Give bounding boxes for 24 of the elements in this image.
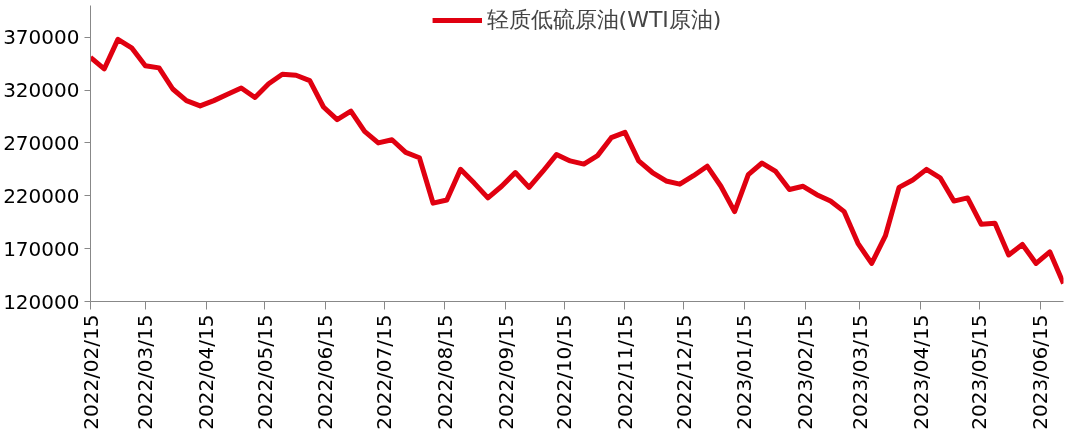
y-tick-label: 120000 (3, 289, 80, 314)
legend-label: 轻质低硫原油(WTI原油) (486, 6, 722, 34)
x-tick-label: 2022/08/15 (432, 314, 457, 430)
x-tick-label: 2023/01/15 (732, 314, 757, 430)
x-tick-label: 2022/12/15 (671, 314, 696, 430)
y-tick-label: 270000 (3, 130, 80, 155)
x-tick-label: 2022/07/15 (372, 314, 397, 430)
x-tick-label: 2022/05/15 (252, 314, 277, 430)
x-tick-label: 2022/03/15 (133, 314, 158, 430)
x-tick-label: 2022/02/15 (78, 314, 103, 430)
x-tick-label: 2022/10/15 (552, 314, 577, 430)
x-tick-label: 2022/09/15 (493, 314, 518, 430)
x-tick-label: 2023/04/15 (908, 314, 933, 430)
x-tick-label: 2022/06/15 (313, 314, 338, 430)
x-tick-label: 2022/11/15 (612, 314, 637, 430)
y-tick-label: 220000 (3, 183, 80, 208)
y-tick-label: 320000 (3, 78, 80, 103)
y-tick-label: 170000 (3, 236, 80, 261)
x-tick-label: 2023/05/15 (967, 314, 992, 430)
x-tick-label: 2023/06/15 (1028, 314, 1053, 430)
x-tick-label: 2022/04/15 (194, 314, 219, 430)
x-tick-label: 2023/03/15 (847, 314, 872, 430)
y-tick-label: 370000 (3, 25, 80, 50)
x-tick-label: 2023/02/15 (793, 314, 818, 430)
